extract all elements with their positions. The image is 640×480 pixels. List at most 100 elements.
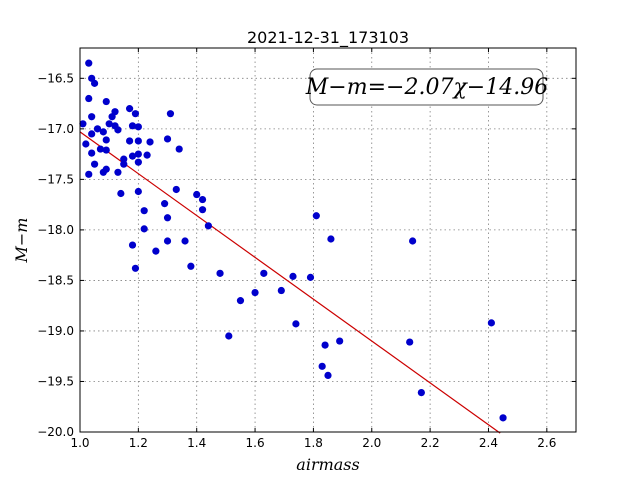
data-point bbox=[292, 320, 300, 328]
data-point bbox=[102, 146, 110, 154]
y-tick-label: −17.0 bbox=[37, 122, 74, 136]
x-tick-label: 2.4 bbox=[479, 436, 498, 450]
y-tick-label: −18.5 bbox=[37, 273, 74, 287]
data-point bbox=[277, 286, 285, 295]
data-point bbox=[499, 414, 507, 422]
data-point bbox=[131, 110, 140, 118]
data-point bbox=[128, 122, 137, 130]
data-point bbox=[117, 189, 125, 198]
y-tick-label: −20.0 bbox=[37, 425, 74, 439]
data-point bbox=[131, 264, 140, 272]
data-point bbox=[163, 135, 172, 143]
data-point bbox=[204, 222, 212, 230]
data-point bbox=[236, 297, 245, 305]
data-point bbox=[134, 123, 142, 131]
data-point bbox=[181, 237, 189, 245]
ticks-layer: 1.0 1.2 1.4 1.6 1.8 2.0 2.2 2.4 2.6 −16.5 −17.0 −17… bbox=[37, 48, 576, 450]
data-point bbox=[417, 388, 425, 397]
y-axis-label: M−m bbox=[12, 218, 31, 264]
data-point bbox=[172, 185, 180, 194]
data-point bbox=[146, 138, 154, 146]
data-point bbox=[321, 341, 329, 349]
data-point bbox=[88, 130, 96, 138]
data-point bbox=[128, 152, 137, 160]
x-tick-label: 1.8 bbox=[304, 436, 323, 450]
data-point bbox=[487, 319, 495, 327]
x-tick-label: 1.4 bbox=[187, 436, 206, 450]
data-point bbox=[85, 170, 93, 178]
data-point bbox=[111, 108, 119, 116]
data-point bbox=[102, 97, 110, 106]
data-point bbox=[114, 168, 122, 176]
data-point bbox=[90, 79, 99, 87]
points-layer bbox=[79, 59, 507, 422]
data-point bbox=[406, 338, 414, 346]
x-tick-label: 1.2 bbox=[129, 436, 148, 450]
data-point bbox=[163, 237, 172, 245]
data-point bbox=[134, 158, 142, 166]
y-tick-label: −18.0 bbox=[37, 223, 74, 237]
data-point bbox=[198, 195, 207, 204]
data-point bbox=[166, 110, 175, 118]
data-point bbox=[120, 160, 128, 168]
equation-text: M−m=−2.07χ−14.96 bbox=[305, 75, 548, 100]
data-point bbox=[318, 362, 326, 370]
data-point bbox=[175, 145, 183, 153]
data-point bbox=[90, 160, 99, 168]
data-point bbox=[134, 187, 142, 196]
y-tick-label: −19.0 bbox=[37, 324, 74, 338]
equation-box-frame bbox=[309, 68, 544, 106]
data-point bbox=[312, 212, 320, 220]
data-point bbox=[88, 149, 96, 157]
chart-title: 2021-12-31_173103 bbox=[247, 28, 409, 48]
data-point bbox=[161, 200, 169, 208]
equation-box: M−m=−2.07χ−14.96 bbox=[305, 68, 548, 106]
data-point bbox=[99, 128, 107, 136]
x-tick-label: 2.2 bbox=[421, 436, 440, 450]
x-tick-label: 2.6 bbox=[537, 436, 556, 450]
data-point bbox=[306, 273, 315, 281]
x-tick-label: 1.0 bbox=[70, 436, 89, 450]
data-point bbox=[193, 190, 201, 199]
data-point bbox=[102, 165, 110, 173]
plot-frame bbox=[79, 47, 577, 433]
y-tick-label: −19.5 bbox=[37, 374, 74, 388]
data-point bbox=[336, 337, 344, 345]
data-point bbox=[120, 155, 128, 163]
data-point bbox=[140, 225, 148, 233]
fit-line bbox=[79, 131, 501, 434]
x-tick-label: 1.6 bbox=[246, 436, 265, 450]
data-point bbox=[140, 207, 148, 215]
data-point bbox=[216, 269, 224, 277]
fit-layer bbox=[79, 131, 501, 434]
data-point bbox=[134, 137, 142, 145]
data-point bbox=[289, 272, 297, 280]
data-point bbox=[143, 151, 151, 159]
data-point bbox=[409, 237, 417, 245]
data-point bbox=[102, 136, 110, 144]
data-point bbox=[225, 332, 233, 340]
data-point bbox=[126, 137, 134, 145]
data-point bbox=[114, 126, 122, 134]
data-point bbox=[96, 145, 105, 153]
data-point bbox=[134, 150, 142, 158]
data-point bbox=[93, 125, 102, 133]
y-tick-label: −16.5 bbox=[37, 71, 74, 85]
data-point bbox=[85, 94, 93, 103]
data-point bbox=[198, 206, 207, 214]
data-point bbox=[260, 269, 268, 277]
data-point bbox=[79, 120, 87, 128]
data-point bbox=[126, 105, 134, 113]
data-point bbox=[152, 247, 160, 255]
x-tick-label: 2.0 bbox=[362, 436, 381, 450]
data-point bbox=[105, 120, 113, 128]
data-point bbox=[251, 288, 259, 297]
data-point bbox=[327, 235, 335, 243]
data-point bbox=[187, 262, 195, 270]
data-point bbox=[85, 59, 93, 67]
y-tick-label: −17.5 bbox=[37, 172, 74, 186]
data-point bbox=[82, 140, 90, 148]
data-point bbox=[128, 241, 137, 249]
data-point bbox=[88, 113, 96, 121]
x-axis-label: airmass bbox=[296, 455, 359, 474]
